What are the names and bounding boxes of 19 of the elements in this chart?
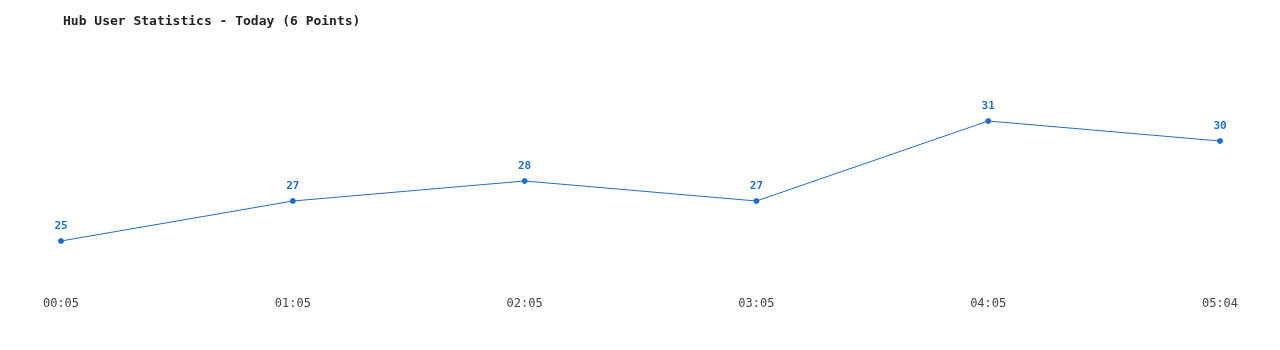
x-tick-label: 04:05 <box>970 296 1007 310</box>
data-label: 27 <box>286 179 300 192</box>
x-tick-label: 02:05 <box>506 296 543 310</box>
x-tick-label: 00:05 <box>42 296 80 310</box>
data-label: 28 <box>517 159 532 172</box>
point <box>985 118 992 124</box>
point <box>521 178 528 184</box>
point <box>1217 138 1223 144</box>
data-label: 31 <box>981 99 996 112</box>
x-tick-label: 03:05 <box>738 296 775 310</box>
data-label: 25 <box>54 219 68 232</box>
data-label: 27 <box>749 179 764 192</box>
data-label: 30 <box>1213 119 1227 132</box>
point <box>753 198 760 204</box>
x-tick-label: 01:05 <box>274 296 311 310</box>
point <box>289 198 296 204</box>
chart-title: Hub User Statistics - Today (6 Points) <box>63 13 361 28</box>
x-tick-label: 05:04 <box>1201 296 1239 310</box>
point <box>58 238 64 244</box>
